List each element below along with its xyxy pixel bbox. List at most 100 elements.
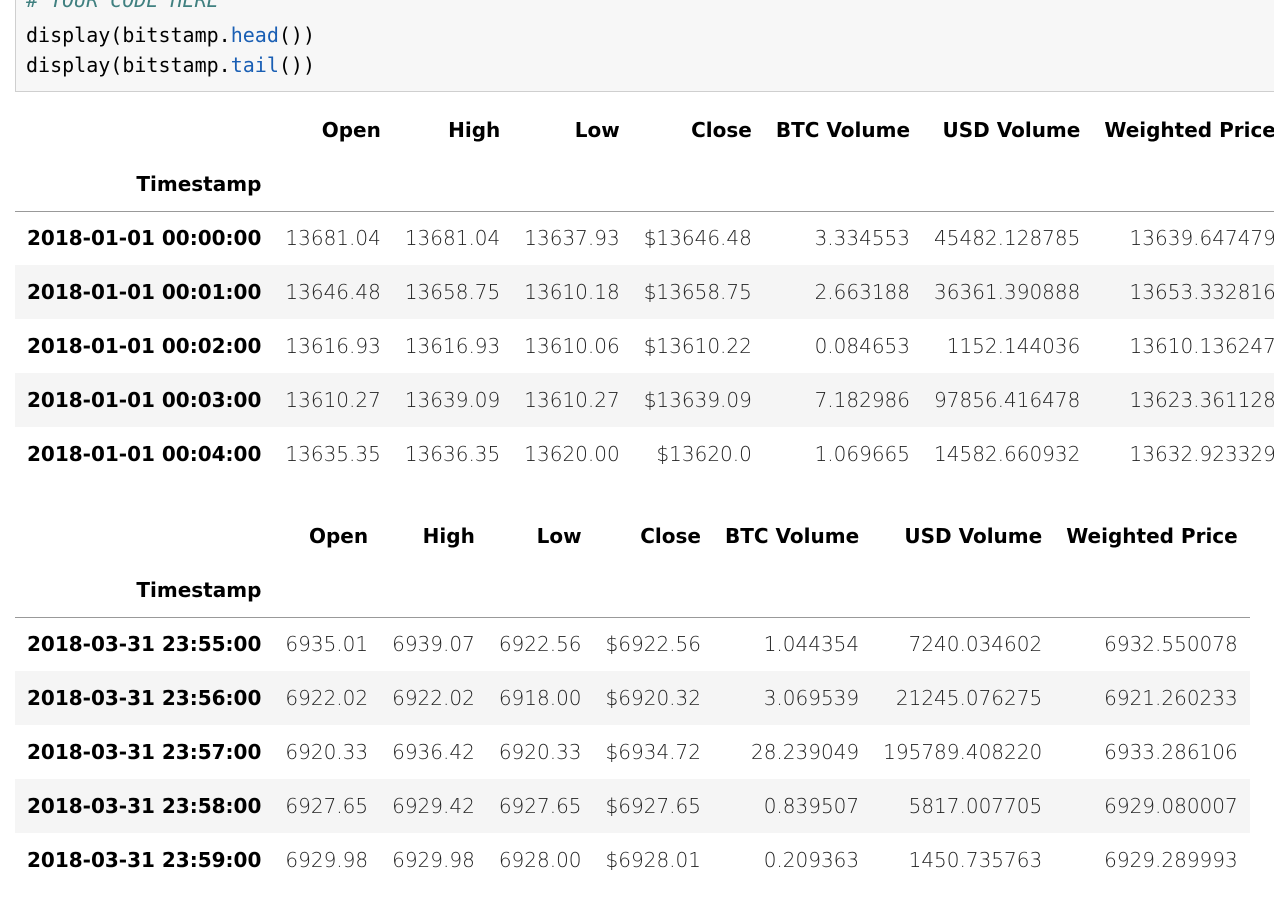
table-row: 2018-03-31 23:55:00 6935.01 6939.07 6922.56… [15,617,1250,671]
table-cell: 6927.65 [498,794,582,818]
table-cell: 6935.01 [285,632,369,657]
code-text: ()) [278,53,315,77]
table-cell: 13610.18 [524,280,620,304]
table-cell: 0.839507 [763,794,860,818]
column-header: BTC Volume [775,118,911,142]
code-function: tail [230,53,279,77]
table-cell: 6920.33 [285,740,369,764]
code-cell[interactable]: # YOUR CODE HERE display(bitstamp.head()… [15,0,1274,92]
table-cell: 13658.75 [404,280,501,304]
table-cell: 13616.93 [404,334,501,358]
column-header: Open [321,118,381,142]
table-cell: 13635.35 [285,442,381,466]
head-dataframe: Open High Low Close BTC Volume USD Volum… [15,103,1274,481]
table-cell: 13653.332816 [1129,280,1274,304]
table-cell: 36361.390888 [934,280,1081,304]
row-index: 2018-03-31 23:57:00 [27,740,262,764]
column-header: Open [308,524,369,548]
table-cell: 13646.48 [285,280,381,304]
table-cell: 6927.65 [285,794,369,818]
table-cell: 6929.98 [285,848,369,872]
row-index: 2018-03-31 23:55:00 [27,632,262,657]
table-cell: 6922.02 [285,686,369,710]
table-cell: $13658.75 [643,280,752,304]
column-header: Weighted Price [1104,118,1274,142]
table-cell: 13610.136247 [1129,334,1274,358]
table-cell: 13681.04 [285,226,381,251]
table-cell: 13639.09 [404,388,501,412]
code-text: display(bitstamp. [26,23,231,47]
table-cell: 1.069665 [814,442,911,466]
table-cell: 13681.04 [404,226,501,251]
table-cell: $6928.01 [605,848,701,872]
table-body: 2018-01-01 00:00:00 13681.04 13681.04 13637… [15,211,1274,481]
table-cell: 6933.286106 [1104,740,1238,764]
column-header: Low [536,524,582,548]
table-cell: 45482.128785 [934,226,1081,251]
code-line-head: display(bitstamp.head()) [26,21,315,49]
table-cell: 21245.076275 [895,686,1043,710]
table-cell: 6929.289993 [1104,848,1238,872]
row-index: 2018-01-01 00:01:00 [27,280,262,304]
row-index: 2018-01-01 00:03:00 [27,388,262,412]
table-cell: $6934.72 [605,740,701,764]
table-cell: $6927.65 [605,794,701,818]
index-name: Timestamp [15,157,274,212]
table-cell: 13623.361128 [1129,388,1274,412]
table-cell: 13610.27 [285,388,381,412]
column-header: Close [640,524,701,548]
table-row: 2018-03-31 23:56:00 6922.02 6922.02 6918.00… [15,671,1250,725]
table-row: 2018-01-01 00:00:00 13681.04 13681.04 13637… [15,211,1274,265]
table-cell: 6922.02 [392,686,475,710]
code-line-tail: display(bitstamp.tail()) [26,51,315,79]
index-name-row: Timestamp [15,157,1274,212]
table-cell: 13616.93 [285,334,381,358]
table-row: 2018-03-31 23:57:00 6920.33 6936.42 6920.33… [15,725,1250,779]
table-cell: 6928.00 [498,848,582,872]
table-cell: 13632.923329 [1129,442,1274,466]
column-header: High [448,118,501,142]
column-header: High [422,524,475,548]
table-cell: $13620.0 [656,442,752,466]
table-row: 2018-03-31 23:59:00 6929.98 6929.98 6928.00… [15,833,1250,887]
table-cell: 6929.42 [392,794,475,818]
table-cell: 1.044354 [763,632,860,657]
table-cell: 1450.735763 [908,848,1043,872]
table-cell: 1152.144036 [946,334,1081,358]
code-text: ()) [278,23,315,47]
table-body: 2018-03-31 23:55:00 6935.01 6939.07 6922.56… [15,617,1250,887]
column-header: Weighted Price [1066,524,1238,548]
table-row: 2018-03-31 23:58:00 6927.65 6929.42 6927.65… [15,779,1250,833]
table-cell: 13620.00 [524,442,620,466]
row-index: 2018-03-31 23:56:00 [27,686,262,710]
row-index: 2018-01-01 00:02:00 [27,334,262,358]
table-cell: 6929.98 [392,848,475,872]
table-cell: $13639.09 [643,388,752,412]
table-cell: 13639.647479 [1129,226,1274,251]
table-cell: 13637.93 [524,226,620,251]
column-header: USD Volume [942,118,1081,142]
table-cell: 6939.07 [392,632,475,657]
table-row: 2018-01-01 00:01:00 13646.48 13658.75 13610… [15,265,1274,319]
header-row: Open High Low Close BTC Volume USD Volum… [15,103,1274,157]
column-header: BTC Volume [724,524,860,548]
column-header: USD Volume [904,524,1043,548]
table-cell: 0.209363 [763,848,860,872]
table-cell: 0.084653 [814,334,911,358]
table-cell: 2.663188 [814,280,911,304]
code-function: head [230,23,279,47]
row-index: 2018-03-31 23:58:00 [27,794,262,818]
table-cell: 195789.408220 [883,740,1043,764]
blank-header [15,509,273,563]
table-cell: 28.239049 [750,740,860,764]
table-cell: 7.182986 [814,388,911,412]
code-comment: # YOUR CODE HERE [26,0,219,12]
table-cell: $6922.56 [605,632,701,657]
table-cell: 3.069539 [763,686,860,710]
table-cell: 13636.35 [404,442,501,466]
table-cell: $6920.32 [605,686,701,710]
table-cell: $13646.48 [643,226,752,251]
table-cell: 7240.034602 [908,632,1043,657]
table-cell: 14582.660932 [934,442,1081,466]
blank-header [15,103,273,157]
